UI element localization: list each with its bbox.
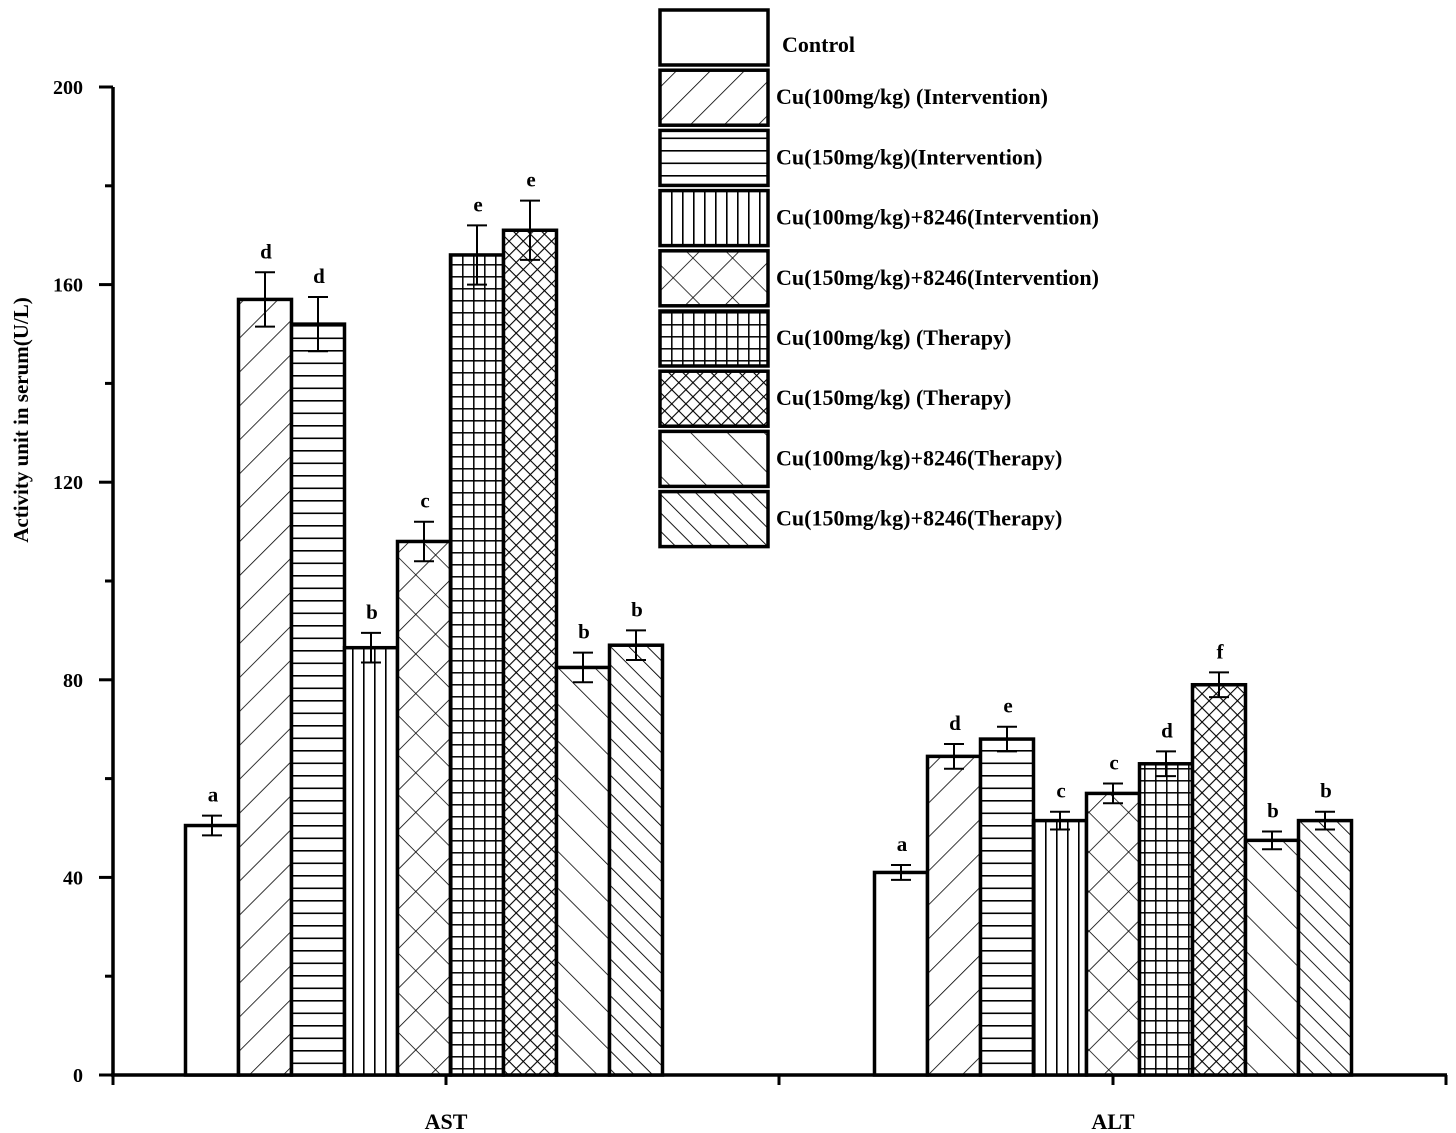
bar xyxy=(872,870,930,1077)
x-category-label: AST xyxy=(425,1109,468,1133)
bar-group: e xyxy=(501,168,559,1077)
bar-group: d xyxy=(236,239,294,1077)
bar xyxy=(1084,791,1142,1077)
bar xyxy=(1190,682,1248,1077)
bar xyxy=(342,645,400,1077)
legend-label: Control xyxy=(782,32,855,57)
legend-label: Cu(100mg/kg) (Therapy) xyxy=(776,325,1011,350)
legend-label: Cu(150mg/kg)+8246(Intervention) xyxy=(776,265,1099,290)
bar-group: a xyxy=(183,783,241,1077)
significance-label: b xyxy=(366,600,378,624)
significance-label: a xyxy=(208,783,219,807)
legend-swatch xyxy=(658,309,770,368)
y-tick-label: 160 xyxy=(53,275,83,297)
significance-label: d xyxy=(260,239,272,263)
legend-swatch xyxy=(658,8,770,67)
legend-swatch xyxy=(658,489,770,549)
bar xyxy=(236,297,294,1077)
significance-label: f xyxy=(1217,639,1225,663)
legend-item: Cu(100mg/kg)+8246(Therapy) xyxy=(658,429,1062,489)
bar-group: d xyxy=(289,264,347,1077)
bar-group: e xyxy=(978,694,1036,1077)
y-tick-label: 200 xyxy=(53,77,83,99)
legend-item: Cu(100mg/kg) (Intervention) xyxy=(658,68,1048,127)
legend-swatch xyxy=(658,188,770,248)
significance-label: d xyxy=(1161,718,1173,742)
legend: Control Cu(100mg/kg) (Intervention) Cu(150… xyxy=(658,8,1099,549)
significance-label: d xyxy=(949,711,961,735)
legend-swatch xyxy=(658,369,770,428)
x-category-label: ALT xyxy=(1091,1109,1135,1133)
bar-group: d xyxy=(1137,718,1195,1077)
significance-label: b xyxy=(631,597,643,621)
legend-swatch xyxy=(658,128,770,188)
significance-label: d xyxy=(313,264,325,288)
bar xyxy=(1296,818,1354,1077)
bar-group: a xyxy=(872,832,930,1077)
bar xyxy=(183,823,241,1077)
significance-label: e xyxy=(473,192,482,216)
bar xyxy=(607,643,665,1077)
bars: a d d b c e e b b a d e c c d f b b xyxy=(183,168,1354,1077)
legend-item: Cu(150mg/kg)(Intervention) xyxy=(658,128,1042,188)
significance-label: e xyxy=(1003,694,1012,718)
legend-swatch xyxy=(658,249,770,308)
bar-group: c xyxy=(1084,751,1142,1077)
y-tick-label: 120 xyxy=(53,472,83,494)
legend-label: Cu(150mg/kg)+8246(Therapy) xyxy=(776,506,1062,531)
legend-label: Cu(100mg/kg)+8246(Intervention) xyxy=(776,205,1099,230)
bar xyxy=(501,228,559,1077)
bar-group: c xyxy=(395,489,453,1077)
legend-item: Cu(100mg/kg) (Therapy) xyxy=(658,309,1011,368)
bar xyxy=(1031,818,1089,1077)
legend-label: Cu(150mg/kg) (Therapy) xyxy=(776,385,1011,410)
bar xyxy=(1243,838,1301,1077)
bar-group: b xyxy=(554,620,612,1077)
bar-group: d xyxy=(925,711,983,1077)
legend-label: Cu(100mg/kg) (Intervention) xyxy=(776,84,1048,109)
legend-item: Control xyxy=(658,8,855,67)
legend-item: Cu(150mg/kg)+8246(Intervention) xyxy=(658,249,1099,308)
bar-group: e xyxy=(448,192,506,1077)
y-tick-label: 80 xyxy=(63,670,83,692)
bar xyxy=(395,539,453,1077)
legend-swatch xyxy=(658,429,770,489)
legend-item: Cu(150mg/kg) (Therapy) xyxy=(658,369,1011,428)
significance-label: b xyxy=(1267,798,1279,822)
bar-group: b xyxy=(1296,779,1354,1077)
significance-label: e xyxy=(526,168,535,192)
significance-label: c xyxy=(1109,751,1118,775)
bar xyxy=(448,253,506,1077)
y-tick-label: 40 xyxy=(63,867,83,889)
significance-label: b xyxy=(1320,779,1332,803)
legend-label: Cu(100mg/kg)+8246(Therapy) xyxy=(776,445,1062,470)
bar-group: b xyxy=(342,600,400,1077)
bar xyxy=(289,322,347,1077)
bar-group: b xyxy=(1243,798,1301,1077)
bar xyxy=(978,737,1036,1077)
bar-group: b xyxy=(607,597,665,1077)
significance-label: c xyxy=(420,489,429,513)
y-axis-title: Activity unit in serum(U/L) xyxy=(9,297,33,543)
bar xyxy=(554,665,612,1077)
legend-label: Cu(150mg/kg)(Intervention) xyxy=(776,144,1042,169)
legend-item: Cu(150mg/kg)+8246(Therapy) xyxy=(658,489,1062,549)
y-tick-label: 0 xyxy=(73,1065,83,1087)
significance-label: b xyxy=(578,620,590,644)
significance-label: a xyxy=(897,832,908,856)
legend-item: Cu(100mg/kg)+8246(Intervention) xyxy=(658,188,1099,248)
significance-label: c xyxy=(1056,779,1065,803)
bar xyxy=(925,754,983,1077)
bar-group: c xyxy=(1031,779,1089,1077)
bar-group: f xyxy=(1190,639,1248,1077)
bar xyxy=(1137,762,1195,1077)
legend-swatch xyxy=(658,68,770,127)
